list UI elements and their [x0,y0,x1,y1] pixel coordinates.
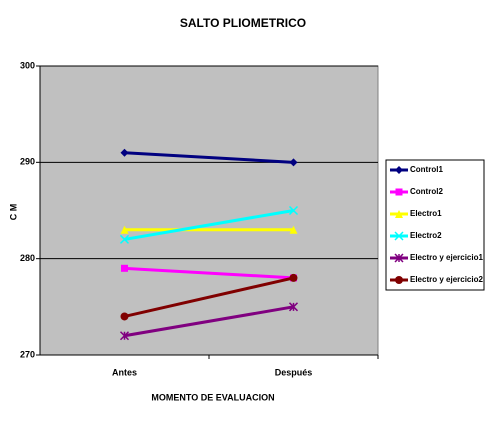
marker [288,205,299,216]
legend-marker [394,253,404,263]
legend-marker [395,166,403,174]
x-tick-label: Después [275,367,313,377]
marker [289,225,298,234]
legend-marker [395,210,403,218]
y-axis-label: C M [8,204,18,221]
marker [289,158,298,167]
chart-title: SALTO PLIOMETRICO [180,16,306,30]
marker [119,234,130,244]
line [124,305,294,338]
marker [288,302,299,312]
y-tick-label: 290 [20,157,35,167]
marker [289,273,298,282]
line [124,209,294,241]
y-tick-label: 280 [20,253,35,263]
legend-label: Electro2 [410,231,442,240]
marker [119,331,130,341]
y-tick-label: 300 [20,60,35,70]
line [124,276,294,318]
marker [120,312,129,321]
plot-area [39,65,379,356]
y-tick-label: 270 [20,349,35,359]
line [124,151,294,164]
legend-label: Electro y ejercicio1 [410,253,483,262]
legend-label: Electro y ejercicio2 [410,275,483,284]
legend-marker [394,231,404,241]
marker [121,264,128,272]
x-tick-label: Antes [112,367,137,377]
marker [120,225,129,234]
legend [385,159,485,291]
legend-marker [395,188,403,196]
legend-marker [395,276,403,284]
x-axis-label: MOMENTO DE EVALUACION [151,392,274,402]
legend-label: Electro1 [410,209,442,218]
legend-label: Control1 [410,165,443,174]
marker [120,148,129,157]
line [124,266,294,280]
legend-label: Control2 [410,187,443,196]
